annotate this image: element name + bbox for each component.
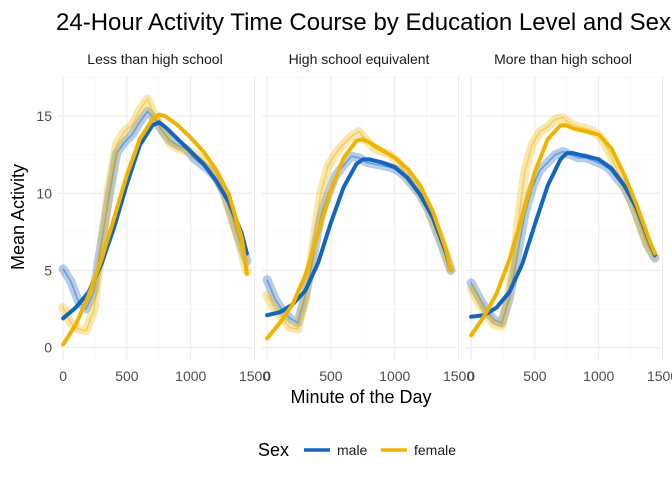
raw-series-male <box>58 107 252 314</box>
smooth-series-female <box>469 123 657 338</box>
y-tick-label: 15 <box>36 108 52 124</box>
chart-title: 24-Hour Activity Time Course by Educatio… <box>56 9 671 36</box>
y-tick-label: 0 <box>44 340 52 356</box>
y-axis-title: Mean Activity <box>8 164 28 270</box>
x-tick-label: 0 <box>59 368 67 384</box>
x-axis-title: Minute of the Day <box>290 387 431 407</box>
y-tick-label: 5 <box>44 262 52 278</box>
facet-strip-label: High school equivalent <box>289 51 430 67</box>
x-tick-label: 0 <box>467 368 475 384</box>
x-tick-label: 500 <box>115 368 139 384</box>
facet-panel: High school equivalent 0 500 1000 1500 <box>262 51 474 384</box>
legend-label-female: female <box>414 442 456 458</box>
x-tick-label: 0 <box>263 368 271 384</box>
x-tick-label: 1000 <box>175 368 206 384</box>
x-tick-label: 500 <box>523 368 547 384</box>
x-tick-label: 1500 <box>443 368 474 384</box>
legend-label-male: male <box>337 442 368 458</box>
smooth-series-female <box>265 137 453 341</box>
facet-strip-label: Less than high school <box>87 51 222 67</box>
y-tick-label: 10 <box>36 185 52 201</box>
smooth-series-male <box>265 157 453 318</box>
x-tick-label: 1000 <box>379 368 410 384</box>
x-tick-label: 1500 <box>647 368 672 384</box>
legend-title: Sex <box>258 440 289 460</box>
x-tick-label: 1000 <box>583 368 614 384</box>
legend: Sex male female <box>258 440 456 460</box>
x-tick-label: 1500 <box>239 368 270 384</box>
raw-series-core-male <box>62 110 248 310</box>
smooth-series-male <box>469 151 657 319</box>
smooth-series-female <box>61 112 249 347</box>
facet-panel: More than high school 0 500 1000 1500 <box>466 51 672 384</box>
facet-strip-label: More than high school <box>494 51 632 67</box>
x-tick-label: 500 <box>319 368 343 384</box>
